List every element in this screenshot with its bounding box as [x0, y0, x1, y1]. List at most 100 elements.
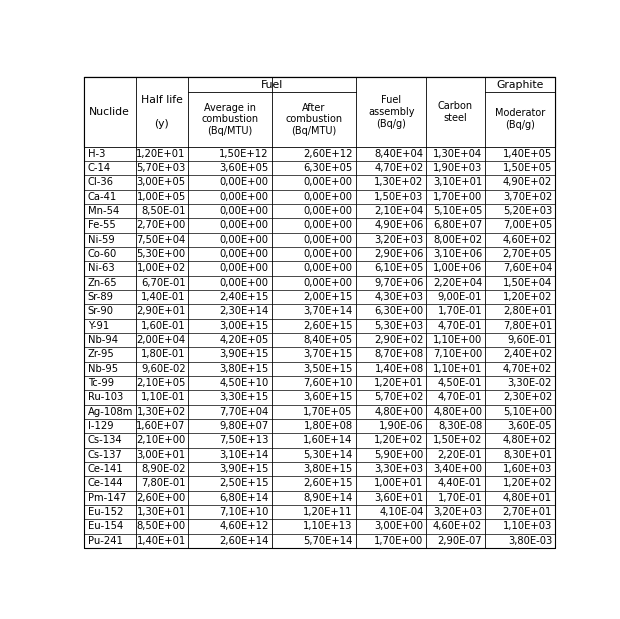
Text: 9,00E-01: 9,00E-01 [438, 292, 482, 302]
Text: 2,50E+15: 2,50E+15 [219, 478, 268, 488]
Text: Carbon
steel: Carbon steel [438, 102, 473, 123]
Text: 0,00E+00: 0,00E+00 [304, 178, 353, 188]
Text: 7,00E+05: 7,00E+05 [503, 220, 552, 230]
Text: Graphite: Graphite [496, 80, 543, 90]
Text: 4,80E+00: 4,80E+00 [374, 407, 423, 417]
Text: 2,40E+02: 2,40E+02 [503, 349, 552, 360]
Text: Cl-36: Cl-36 [88, 178, 114, 188]
Text: 4,70E-01: 4,70E-01 [438, 392, 482, 402]
Text: 1,10E+03: 1,10E+03 [503, 521, 552, 531]
Text: 2,00E+04: 2,00E+04 [136, 335, 185, 345]
Text: Nb-95: Nb-95 [88, 364, 118, 374]
Text: 3,00E+15: 3,00E+15 [219, 321, 268, 331]
Text: 1,20E+11: 1,20E+11 [303, 507, 353, 517]
Text: 1,10E-01: 1,10E-01 [141, 392, 185, 402]
Text: 1,10E+01: 1,10E+01 [433, 364, 482, 374]
Text: Ce-141: Ce-141 [88, 464, 123, 474]
Text: 9,60E-01: 9,60E-01 [507, 335, 552, 345]
Text: After
combustion
(Bq/MTU): After combustion (Bq/MTU) [285, 103, 342, 136]
Text: 4,60E+02: 4,60E+02 [503, 235, 552, 245]
Text: 1,90E+03: 1,90E+03 [433, 163, 482, 173]
Text: 4,60E+02: 4,60E+02 [433, 521, 482, 531]
Text: Ni-63: Ni-63 [88, 264, 115, 274]
Text: 4,70E+02: 4,70E+02 [374, 163, 423, 173]
Text: 5,70E+14: 5,70E+14 [303, 535, 353, 546]
Text: 0,00E+00: 0,00E+00 [219, 278, 268, 288]
Text: 1,60E+03: 1,60E+03 [503, 464, 552, 474]
Text: 1,50E+12: 1,50E+12 [219, 149, 268, 159]
Text: 1,60E-01: 1,60E-01 [141, 321, 185, 331]
Text: 2,70E+00: 2,70E+00 [136, 220, 185, 230]
Text: 2,10E+04: 2,10E+04 [374, 206, 423, 216]
Text: C-14: C-14 [88, 163, 111, 173]
Text: H-3: H-3 [88, 149, 105, 159]
Text: 3,20E+03: 3,20E+03 [433, 507, 482, 517]
Text: Half life

(y): Half life (y) [141, 95, 183, 129]
Text: 1,40E+08: 1,40E+08 [374, 364, 423, 374]
Text: 1,00E+05: 1,00E+05 [136, 192, 185, 202]
Text: 1,00E+06: 1,00E+06 [433, 264, 482, 274]
Text: 8,30E+01: 8,30E+01 [503, 449, 552, 460]
Text: 3,70E+14: 3,70E+14 [303, 306, 353, 316]
Text: 3,30E+15: 3,30E+15 [219, 392, 268, 402]
Text: 7,50E+04: 7,50E+04 [136, 235, 185, 245]
Text: 2,90E+06: 2,90E+06 [374, 249, 423, 259]
Text: 5,10E+00: 5,10E+00 [503, 407, 552, 417]
Text: 1,70E+05: 1,70E+05 [303, 407, 353, 417]
Text: 1,00E+01: 1,00E+01 [374, 478, 423, 488]
Text: 8,50E-01: 8,50E-01 [141, 206, 185, 216]
Text: 1,60E+14: 1,60E+14 [303, 435, 353, 446]
Text: 9,60E-02: 9,60E-02 [141, 364, 185, 374]
Text: 2,70E+05: 2,70E+05 [503, 249, 552, 259]
Bar [84, 77, 555, 548]
Text: 6,30E+05: 6,30E+05 [303, 163, 353, 173]
Text: Ag-108m: Ag-108m [88, 407, 133, 417]
Text: 1,80E+08: 1,80E+08 [304, 421, 353, 431]
Text: 1,60E+07: 1,60E+07 [136, 421, 185, 431]
Text: 1,70E-01: 1,70E-01 [438, 493, 482, 503]
Text: 1,30E+01: 1,30E+01 [136, 507, 185, 517]
Text: 4,50E+10: 4,50E+10 [219, 378, 268, 388]
Text: 8,90E+14: 8,90E+14 [303, 493, 353, 503]
Text: 1,80E-01: 1,80E-01 [141, 349, 185, 360]
Text: Nuclide: Nuclide [89, 107, 130, 117]
Text: 2,90E-07: 2,90E-07 [438, 535, 482, 546]
Text: 1,00E+02: 1,00E+02 [136, 264, 185, 274]
Text: 2,30E+02: 2,30E+02 [503, 392, 552, 402]
Text: 9,70E+06: 9,70E+06 [374, 278, 423, 288]
Text: 5,30E+00: 5,30E+00 [136, 249, 185, 259]
Text: 1,70E+00: 1,70E+00 [374, 535, 423, 546]
Text: Eu-152: Eu-152 [88, 507, 123, 517]
Text: 0,00E+00: 0,00E+00 [304, 249, 353, 259]
Text: 1,70E+00: 1,70E+00 [433, 192, 482, 202]
Text: Nb-94: Nb-94 [88, 335, 118, 345]
Text: 0,00E+00: 0,00E+00 [304, 192, 353, 202]
Text: 0,00E+00: 0,00E+00 [304, 264, 353, 274]
Text: 0,00E+00: 0,00E+00 [219, 178, 268, 188]
Text: 0,00E+00: 0,00E+00 [304, 206, 353, 216]
Text: 7,60E+04: 7,60E+04 [503, 264, 552, 274]
Text: 0,00E+00: 0,00E+00 [219, 235, 268, 245]
Text: 4,30E+03: 4,30E+03 [374, 292, 423, 302]
Text: 1,10E+00: 1,10E+00 [433, 335, 482, 345]
Text: 3,60E+05: 3,60E+05 [219, 163, 268, 173]
Text: 8,30E-08: 8,30E-08 [438, 421, 482, 431]
Text: 6,30E+00: 6,30E+00 [374, 306, 423, 316]
Text: Tc-99: Tc-99 [88, 378, 114, 388]
Text: 5,30E+14: 5,30E+14 [303, 449, 353, 460]
Text: 3,50E+15: 3,50E+15 [303, 364, 353, 374]
Text: Eu-154: Eu-154 [88, 521, 123, 531]
Text: 4,20E+05: 4,20E+05 [219, 335, 268, 345]
Text: 3,30E-02: 3,30E-02 [508, 378, 552, 388]
Text: 7,10E+00: 7,10E+00 [433, 349, 482, 360]
Text: 2,60E+14: 2,60E+14 [219, 535, 268, 546]
Text: 2,90E+02: 2,90E+02 [374, 335, 423, 345]
Text: Pm-147: Pm-147 [88, 493, 126, 503]
Text: Fe-55: Fe-55 [88, 220, 115, 230]
Text: Cs-137: Cs-137 [88, 449, 123, 460]
Text: 3,60E+01: 3,60E+01 [374, 493, 423, 503]
Text: 2,80E+01: 2,80E+01 [503, 306, 552, 316]
Text: 5,70E+02: 5,70E+02 [374, 392, 423, 402]
Text: 8,00E+02: 8,00E+02 [433, 235, 482, 245]
Text: 5,10E+05: 5,10E+05 [433, 206, 482, 216]
